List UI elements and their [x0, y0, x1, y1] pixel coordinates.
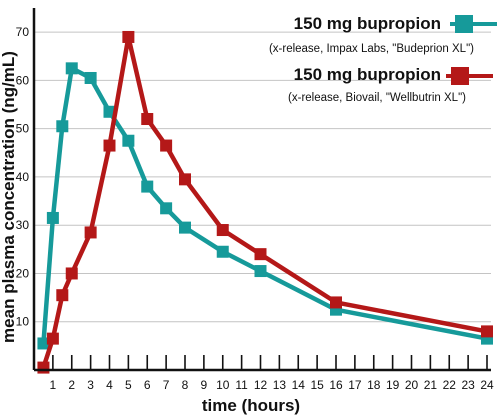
series-2-point: [56, 289, 69, 302]
x-tick-label-15: 15: [310, 378, 324, 392]
series-1-line: [41, 66, 490, 346]
series-1-point: [254, 265, 267, 278]
series-1-point: [122, 134, 135, 147]
legend-entry-biovail: 150 mg bupropion (x-release, Biovail, "W…: [288, 65, 493, 104]
series-2-point: [216, 224, 229, 237]
legend-series-2-note: (x-release, Biovail, "Wellbutrin XL"): [288, 92, 466, 104]
series-1-point: [141, 180, 154, 193]
x-tick-label-14: 14: [292, 378, 306, 392]
x-tick-label-1: 1: [50, 378, 57, 392]
x-tick-label-19: 19: [386, 378, 400, 392]
x-tick-label-20: 20: [405, 378, 419, 392]
x-tick-label-3: 3: [87, 378, 94, 392]
series-2-point: [254, 248, 267, 261]
series-2-point: [179, 173, 191, 186]
series-2-point: [330, 296, 342, 309]
legend-series-1-marker: [455, 15, 473, 33]
x-tick-label-16: 16: [329, 378, 343, 392]
x-tick-label-2: 2: [68, 378, 75, 392]
x-tick-label-7: 7: [163, 378, 170, 392]
legend-entry-impax: 150 mg bupropion (x-release, Impax Labs,…: [269, 14, 497, 55]
x-tick-label-8: 8: [182, 378, 189, 392]
x-tick-label-12: 12: [254, 378, 268, 392]
series-2-point: [65, 267, 78, 280]
series-2-point: [46, 332, 59, 345]
legend-series-2-marker: [451, 67, 469, 85]
legend: 150 mg bupropion (x-release, Impax Labs,…: [269, 14, 497, 104]
x-tick-label-22: 22: [443, 378, 457, 392]
series-2-line: [41, 34, 490, 370]
series-1-point: [37, 337, 50, 350]
x-tick-label-23: 23: [461, 378, 475, 392]
legend-series-1-name: 150 mg bupropion: [294, 14, 441, 33]
x-tick-label-21: 21: [424, 378, 438, 392]
y-tick-label-10: 10: [16, 315, 30, 329]
x-tick-label-5: 5: [125, 378, 132, 392]
series-2-point: [37, 361, 50, 374]
axes: [32, 8, 491, 372]
x-tick-label-11: 11: [235, 378, 248, 392]
series-1: [37, 62, 493, 350]
y-tick-label-40: 40: [16, 170, 30, 184]
x-axis-title: time (hours): [202, 396, 300, 415]
series-2-point: [160, 139, 173, 152]
series-1-point: [56, 120, 69, 133]
x-tick-label-18: 18: [367, 378, 381, 392]
x-tick-label-13: 13: [273, 378, 287, 392]
series-2-point: [122, 30, 135, 43]
y-tick-label-50: 50: [16, 122, 30, 136]
series-2-point: [84, 226, 97, 239]
series-1-point: [84, 71, 97, 84]
series-2-point: [481, 325, 493, 338]
series-1-point: [216, 245, 229, 258]
series-2: [37, 30, 493, 374]
series-1-point: [65, 62, 78, 75]
x-tick-label-4: 4: [106, 378, 113, 392]
series-1-point: [103, 105, 116, 118]
y-tick-label-60: 60: [16, 73, 30, 87]
series-1-point: [46, 211, 59, 224]
y-tick-label-20: 20: [16, 266, 30, 280]
legend-series-1-note: (x-release, Impax Labs, "Budeprion XL"): [269, 43, 474, 55]
x-tick-label-10: 10: [216, 378, 230, 392]
series-1-point: [179, 221, 191, 234]
x-tick-label-6: 6: [144, 378, 151, 392]
series-2-point: [141, 113, 154, 126]
series-1-point: [160, 202, 173, 215]
y-tick-label-70: 70: [16, 25, 30, 39]
y-tick-label-30: 30: [16, 218, 30, 232]
data-series: [37, 30, 493, 374]
x-tick-label-17: 17: [348, 378, 362, 392]
series-2-point: [103, 139, 116, 152]
x-tick-label-24: 24: [480, 378, 494, 392]
y-axis-title: mean plasma concentration (ng/mL): [0, 51, 18, 343]
legend-series-2-name: 150 mg bupropion: [294, 65, 441, 84]
x-tick-label-9: 9: [201, 378, 208, 392]
